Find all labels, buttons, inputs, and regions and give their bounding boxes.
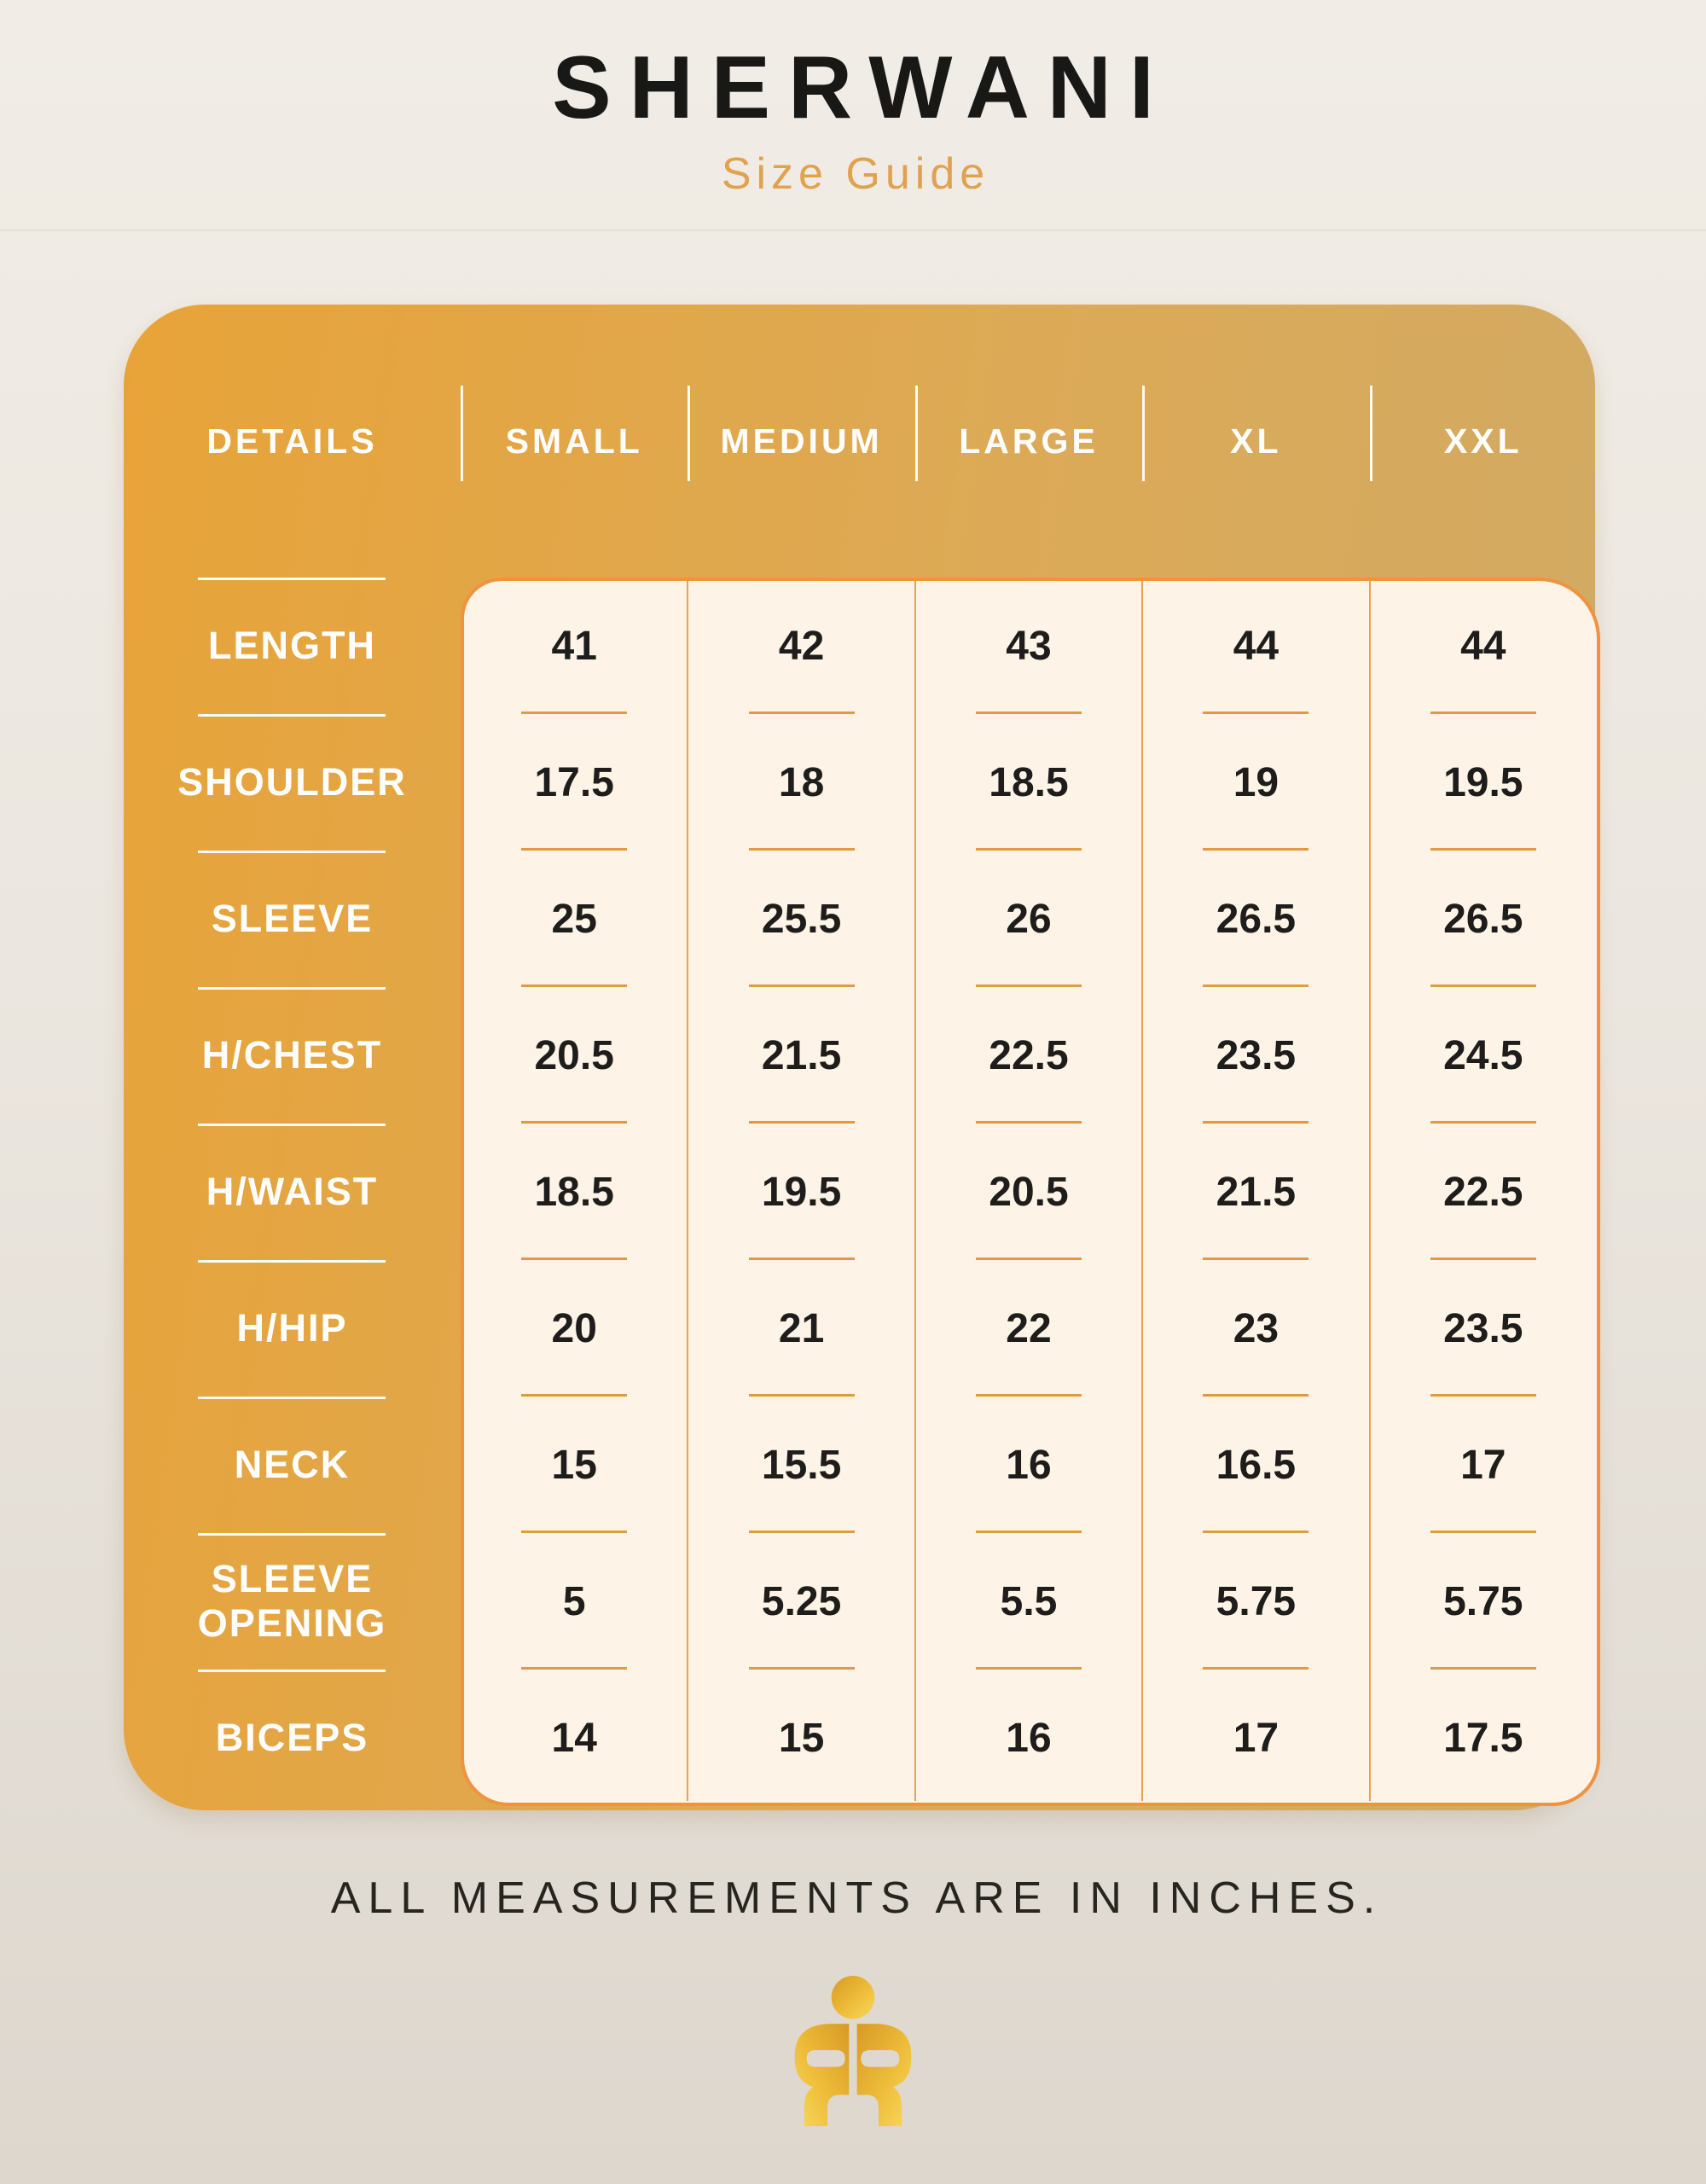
column-header-details: DETAILS: [206, 421, 378, 461]
measurements-note: ALL MEASUREMENTS ARE IN INCHES.: [330, 1873, 1384, 1923]
cell-neck-xxl: 17: [1460, 1442, 1506, 1488]
cell-h-waist-large: 20.5: [989, 1169, 1069, 1215]
size-table-values: 41 42 43 44 44 17.5 18 18.5 19 19.5 25 2…: [461, 578, 1597, 1806]
cell-length-xl: 44: [1233, 623, 1280, 669]
divider-line: [0, 229, 1706, 231]
value-row-separators: [1203, 578, 1309, 1789]
header-separator: [1370, 386, 1372, 481]
row-label-h-chest: H/CHEST: [124, 987, 461, 1124]
cell-biceps-large: 16: [1006, 1715, 1052, 1761]
row-label-h-waist: H/WAIST: [124, 1124, 461, 1260]
row-label-neck: NECK: [124, 1397, 461, 1533]
column-header-xl: XL: [1230, 421, 1282, 461]
cell-h-chest-xxl: 24.5: [1443, 1032, 1523, 1078]
row-label-text: H/CHEST: [201, 1033, 383, 1077]
header-separator: [915, 386, 918, 481]
cell-h-chest-small: 20.5: [534, 1032, 614, 1078]
row-label-shoulder: SHOULDER: [124, 714, 461, 851]
cell-neck-small: 15: [551, 1442, 597, 1488]
column-divider: [1369, 581, 1371, 1801]
details-column: LENGTH SHOULDER SLEEVE H/CHEST H/WAIST H…: [124, 578, 461, 1806]
cell-h-chest-medium: 21.5: [761, 1032, 842, 1078]
cell-h-hip-small: 20: [551, 1305, 597, 1351]
page-title: SHERWANI: [552, 38, 1172, 137]
cell-sleeve-medium: 25.5: [761, 896, 842, 942]
cell-sleeve-opening-small: 5: [562, 1578, 586, 1624]
cell-sleeve-xl: 26.5: [1216, 896, 1297, 942]
cell-length-medium: 42: [778, 623, 825, 669]
header-separator: [461, 386, 463, 481]
column-header-small: SMALL: [505, 421, 643, 461]
label-row-separators: [198, 578, 386, 1780]
cell-sleeve-xxl: 26.5: [1443, 896, 1523, 942]
table-header-row: DETAILS SMALL MEDIUM LARGE XL XXL: [124, 305, 1597, 578]
row-label-text: BICEPS: [215, 1716, 369, 1760]
row-label-text: NECK: [234, 1443, 351, 1487]
value-row-separators: [521, 578, 627, 1789]
column-divider: [1141, 581, 1143, 1801]
cell-length-small: 41: [551, 623, 597, 669]
cell-sleeve-opening-medium: 5.25: [761, 1578, 842, 1624]
cell-h-hip-large: 22: [1006, 1305, 1052, 1351]
row-label-text: SHOULDER: [177, 760, 407, 804]
value-row-separators: [1430, 578, 1536, 1789]
cell-biceps-xl: 17: [1233, 1715, 1280, 1761]
cell-h-waist-xxl: 22.5: [1443, 1169, 1523, 1215]
row-label-sleeve-opening: SLEEVE OPENING: [124, 1533, 461, 1670]
cell-h-hip-xl: 23: [1233, 1305, 1280, 1351]
row-label-biceps: BICEPS: [124, 1670, 461, 1806]
column-divider: [914, 581, 916, 1801]
row-label-text: H/WAIST: [206, 1170, 379, 1214]
cell-sleeve-opening-xl: 5.75: [1216, 1578, 1297, 1624]
cell-h-waist-xl: 21.5: [1216, 1169, 1297, 1215]
cell-sleeve-large: 26: [1006, 896, 1052, 942]
page-subtitle: Size Guide: [721, 149, 990, 199]
cell-length-large: 43: [1006, 623, 1052, 669]
cell-h-waist-medium: 19.5: [761, 1169, 842, 1215]
row-label-h-hip: H/HIP: [124, 1260, 461, 1397]
cell-sleeve-opening-xxl: 5.75: [1443, 1578, 1523, 1624]
cell-biceps-medium: 15: [778, 1715, 825, 1761]
row-label-sleeve: SLEEVE: [124, 851, 461, 987]
cell-shoulder-xxl: 19.5: [1443, 759, 1523, 805]
cell-length-xxl: 44: [1460, 623, 1506, 669]
cell-biceps-small: 14: [551, 1715, 597, 1761]
cell-h-hip-medium: 21: [778, 1305, 825, 1351]
brand-logo-rr-monogram-icon: [794, 1976, 912, 2127]
cell-shoulder-xl: 19: [1233, 759, 1280, 805]
column-header-large: LARGE: [959, 421, 1099, 461]
cell-sleeve-opening-large: 5.5: [1000, 1578, 1058, 1624]
cell-neck-large: 16: [1006, 1442, 1052, 1488]
row-label-text: LENGTH: [208, 624, 376, 668]
cell-biceps-xxl: 17.5: [1443, 1715, 1523, 1761]
cell-h-chest-xl: 23.5: [1216, 1032, 1297, 1078]
column-divider: [687, 581, 688, 1801]
cell-h-chest-large: 22.5: [989, 1032, 1069, 1078]
cell-shoulder-small: 17.5: [534, 759, 614, 805]
header-separator: [1142, 386, 1145, 481]
cell-sleeve-small: 25: [551, 896, 597, 942]
header-separator: [688, 386, 690, 481]
column-header-medium: MEDIUM: [720, 421, 883, 461]
row-label-length: LENGTH: [124, 578, 461, 714]
cell-h-waist-small: 18.5: [534, 1169, 614, 1215]
value-row-separators: [976, 578, 1082, 1789]
cell-neck-xl: 16.5: [1216, 1442, 1297, 1488]
cell-neck-medium: 15.5: [761, 1442, 842, 1488]
cell-h-hip-xxl: 23.5: [1443, 1305, 1523, 1351]
row-label-text: SLEEVE OPENING: [197, 1557, 387, 1645]
cell-shoulder-large: 18.5: [989, 759, 1069, 805]
column-header-xxl: XXL: [1443, 421, 1523, 461]
row-label-text: SLEEVE: [211, 897, 374, 941]
cell-shoulder-medium: 18: [778, 759, 825, 805]
value-row-separators: [749, 578, 855, 1789]
row-label-text: H/HIP: [236, 1306, 348, 1350]
